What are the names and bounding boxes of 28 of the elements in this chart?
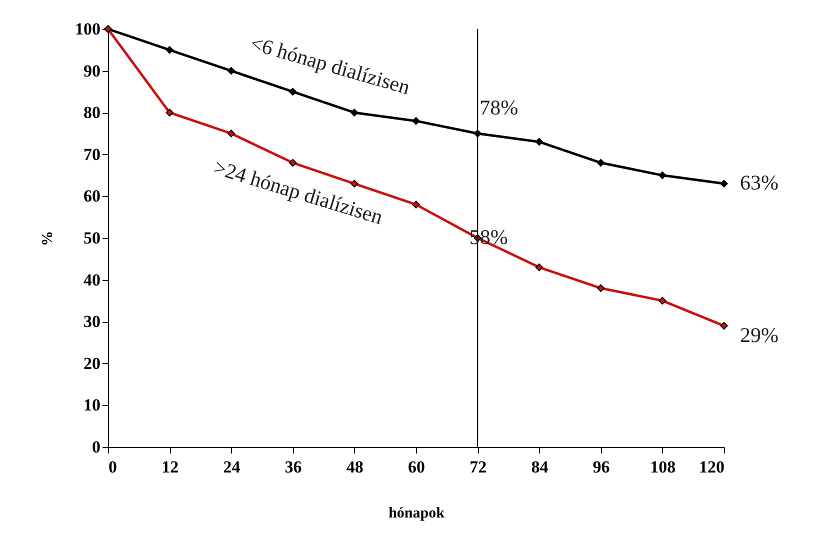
y-tick-label: 0	[92, 438, 100, 456]
y-tick-label: 100	[75, 20, 100, 38]
x-tick-label: 36	[284, 458, 302, 476]
x-tick-label: 72	[470, 458, 487, 476]
annotation: 78%	[480, 95, 518, 120]
x-tick-label: 48	[346, 458, 364, 476]
x-tick-label: 60	[408, 458, 425, 476]
x-tick-label: 84	[531, 458, 549, 476]
y-tick-label: 20	[84, 354, 100, 373]
annotation: 63%	[740, 170, 778, 195]
x-tick-label: 108	[650, 458, 676, 476]
y-tick-label: 50	[84, 228, 100, 248]
x-tick-label: 0	[108, 458, 117, 476]
y-axis-title: %	[40, 231, 56, 246]
x-tick-label: 96	[592, 458, 610, 476]
y-tick-label: 70	[84, 144, 100, 164]
y-tick-label: 30	[84, 312, 100, 332]
x-axis-title: hónapok	[388, 506, 446, 522]
y-tick-label: 10	[84, 396, 100, 415]
y-tick-label: 40	[84, 270, 100, 290]
annotation: <6 hónap dialízisen	[248, 30, 414, 100]
y-tick-label: 80	[84, 103, 100, 122]
y-tick-label: 90	[84, 61, 100, 80]
x-tick-label: 120	[699, 458, 724, 476]
y-tick-label: 60	[84, 186, 100, 206]
annotation: 29%	[740, 322, 778, 347]
x-tick-label: 24	[223, 458, 241, 476]
x-tick-label: 12	[162, 458, 179, 476]
